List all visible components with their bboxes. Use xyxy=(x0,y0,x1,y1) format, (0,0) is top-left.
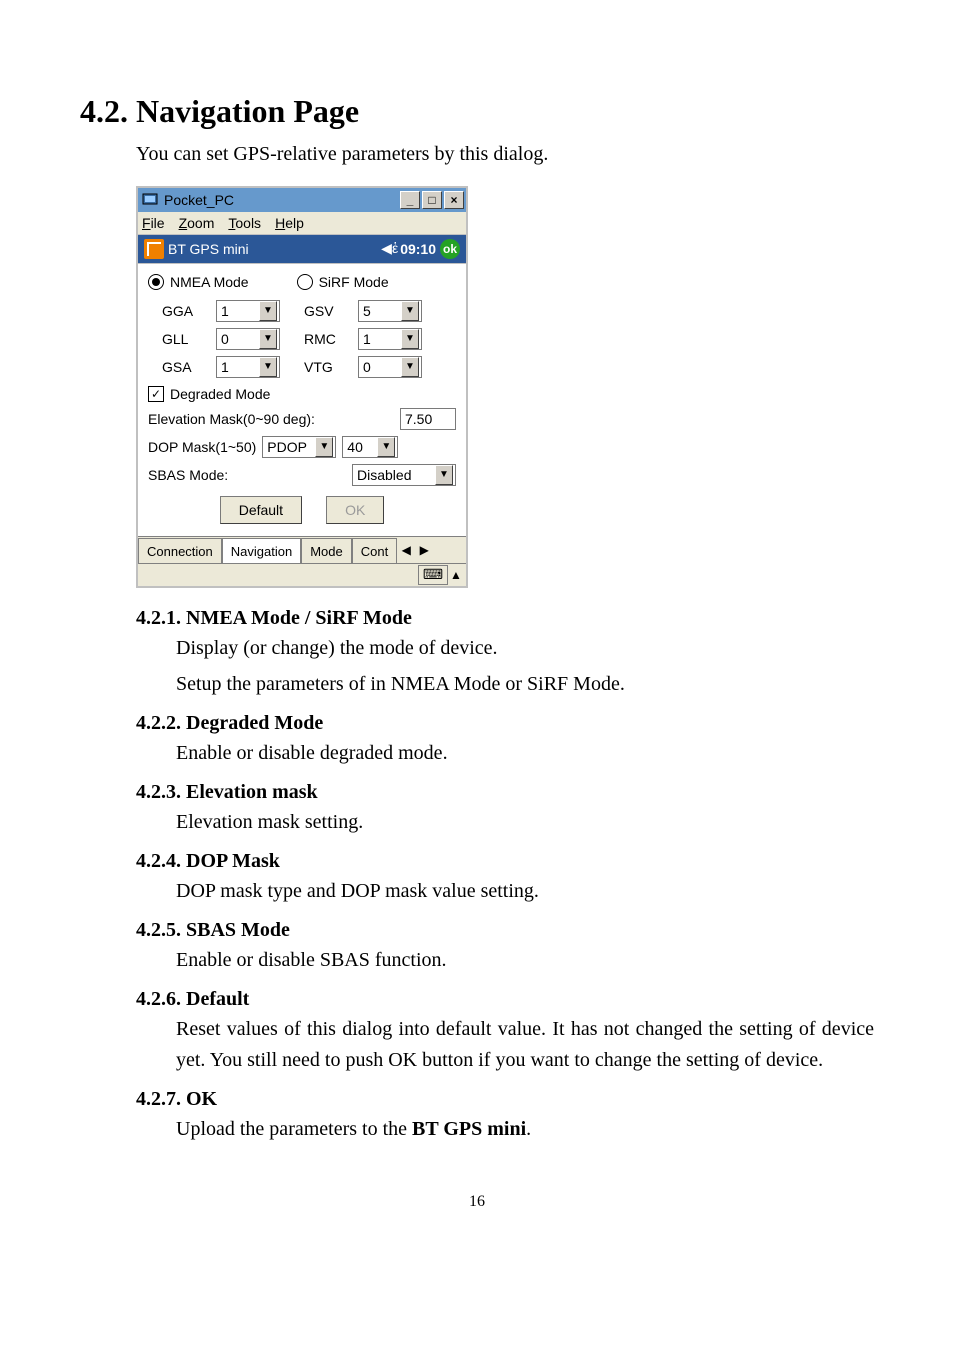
elev-input[interactable]: 7.50 xyxy=(400,408,456,430)
ok-badge[interactable]: ok xyxy=(440,239,460,259)
close-button[interactable]: × xyxy=(444,191,464,209)
radio-icon xyxy=(148,274,164,290)
body-paragraph: Display (or change) the mode of device. xyxy=(176,633,874,664)
maximize-button[interactable]: □ xyxy=(422,191,442,209)
bottom-tabs: Connection Navigation Mode Cont ◀ ▶ xyxy=(138,536,466,563)
radio-icon xyxy=(297,274,313,290)
tab-cont[interactable]: Cont xyxy=(352,538,397,563)
section-heading: 4.2. Navigation Page xyxy=(80,93,874,130)
body-paragraph: Enable or disable degraded mode. xyxy=(176,738,874,769)
radio-sirf[interactable]: SiRF Mode xyxy=(297,274,389,290)
ok-button[interactable]: OK xyxy=(326,496,384,524)
body-paragraph: DOP mask type and DOP mask value setting… xyxy=(176,876,874,907)
label-rmc: RMC xyxy=(304,331,352,347)
dialog-content: NMEA Mode SiRF Mode GGA 1▼ GLL 0▼ GSA 1▼… xyxy=(138,263,466,536)
subsection-heading: 4.2.5. SBAS Mode xyxy=(136,919,874,942)
degraded-label: Degraded Mode xyxy=(170,386,270,402)
subsection-heading: 4.2.1. NMEA Mode / SiRF Mode xyxy=(136,607,874,630)
clock-text: 09:10 xyxy=(400,241,436,257)
default-button[interactable]: Default xyxy=(220,496,302,524)
sip-bar: ⌨ ▲ xyxy=(138,563,466,586)
elev-label: Elevation Mask(0~90 deg): xyxy=(148,411,400,427)
subsection-heading: 4.2.4. DOP Mask xyxy=(136,850,874,873)
menu-help[interactable]: Help xyxy=(275,215,304,231)
emulator-screenshot: Pocket_PC _ □ × File Zoom Tools Help BT … xyxy=(136,186,874,588)
dop-label: DOP Mask(1~50) xyxy=(148,439,256,455)
subsection-heading: 4.2.3. Elevation mask xyxy=(136,781,874,804)
outer-window-titlebar: Pocket_PC _ □ × xyxy=(138,188,466,212)
emulator-menubar: File Zoom Tools Help xyxy=(138,212,466,235)
label-gsa: GSA xyxy=(162,359,210,375)
chevron-down-icon: ▼ xyxy=(315,437,333,457)
sip-up-icon[interactable]: ▲ xyxy=(448,568,464,582)
sbas-select[interactable]: Disabled▼ xyxy=(352,464,456,486)
select-vtg[interactable]: 0▼ xyxy=(358,356,422,378)
menu-zoom[interactable]: Zoom xyxy=(179,215,215,231)
keyboard-icon[interactable]: ⌨ xyxy=(418,565,448,585)
app-title: BT GPS mini xyxy=(168,241,381,257)
label-vtg: VTG xyxy=(304,359,352,375)
emulator-icon xyxy=(142,192,158,208)
section-num: 4.2. xyxy=(80,93,128,129)
page-number: 16 xyxy=(80,1193,874,1211)
label-gll: GLL xyxy=(162,331,210,347)
tab-mode[interactable]: Mode xyxy=(301,538,352,563)
tab-scroll-left[interactable]: ◀ xyxy=(397,543,415,557)
volume-icon[interactable]: ◀ἑ xyxy=(381,240,398,257)
select-gsa[interactable]: 1▼ xyxy=(216,356,280,378)
tab-navigation[interactable]: Navigation xyxy=(222,538,301,563)
chevron-down-icon: ▼ xyxy=(259,301,277,321)
outer-window-title: Pocket_PC xyxy=(164,192,398,208)
label-gsv: GSV xyxy=(304,303,352,319)
select-gga[interactable]: 1▼ xyxy=(216,300,280,322)
degraded-row[interactable]: Degraded Mode xyxy=(148,386,456,402)
subsection-heading: 4.2.7. OK xyxy=(136,1088,874,1111)
body-paragraph: Reset values of this dialog into default… xyxy=(176,1014,874,1076)
select-gll[interactable]: 0▼ xyxy=(216,328,280,350)
body-paragraph: Elevation mask setting. xyxy=(176,807,874,838)
body-paragraph: Setup the parameters of in NMEA Mode or … xyxy=(176,669,874,700)
subsection-heading: 4.2.6. Default xyxy=(136,988,874,1011)
chevron-down-icon: ▼ xyxy=(259,329,277,349)
radio-nmea[interactable]: NMEA Mode xyxy=(148,274,249,290)
chevron-down-icon: ▼ xyxy=(435,465,453,485)
chevron-down-icon: ▼ xyxy=(259,357,277,377)
dop-val-select[interactable]: 40▼ xyxy=(342,436,398,458)
chevron-down-icon: ▼ xyxy=(401,329,419,349)
lead-paragraph: You can set GPS-relative parameters by t… xyxy=(136,143,874,166)
checkbox-icon xyxy=(148,386,164,402)
minimize-button[interactable]: _ xyxy=(400,191,420,209)
chevron-down-icon: ▼ xyxy=(377,437,395,457)
sbas-label: SBAS Mode: xyxy=(148,467,352,483)
tab-connection[interactable]: Connection xyxy=(138,538,222,563)
section-title: Navigation Page xyxy=(136,93,359,129)
pocketpc-titlebar: BT GPS mini ◀ἑ 09:10 ok xyxy=(138,235,466,263)
dop-type-select[interactable]: PDOP▼ xyxy=(262,436,336,458)
chevron-down-icon: ▼ xyxy=(401,357,419,377)
subsection-heading: 4.2.2. Degraded Mode xyxy=(136,712,874,735)
tab-scroll-right[interactable]: ▶ xyxy=(415,543,433,557)
menu-tools[interactable]: Tools xyxy=(228,215,261,231)
label-gga: GGA xyxy=(162,303,210,319)
body-paragraph: Enable or disable SBAS function. xyxy=(176,945,874,976)
body-paragraph: Upload the parameters to the BT GPS mini… xyxy=(176,1114,874,1145)
menu-file[interactable]: File xyxy=(142,215,165,231)
chevron-down-icon: ▼ xyxy=(401,301,419,321)
select-gsv[interactable]: 5▼ xyxy=(358,300,422,322)
start-icon[interactable] xyxy=(144,239,164,259)
select-rmc[interactable]: 1▼ xyxy=(358,328,422,350)
